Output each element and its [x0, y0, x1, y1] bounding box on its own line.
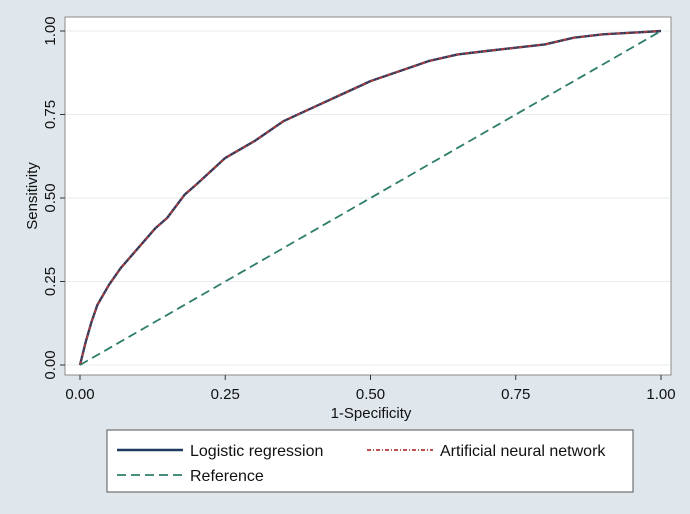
legend-label-logistic-regression: Logistic regression [190, 443, 323, 460]
series-lines [78, 29, 662, 366]
x-tick-label: 0.00 [65, 386, 94, 403]
legend-label-reference: Reference [190, 468, 264, 485]
axes: 0.00 0.25 0.50 0.75 1.00 0.00 0.25 0.50 0.75 1.00 [42, 16, 676, 403]
x-axis-title: 1-Specificity [331, 405, 412, 422]
y-tick-label: 0.25 [42, 267, 59, 296]
x-tick-label: 0.50 [356, 386, 385, 403]
x-tick-label: 0.75 [501, 386, 530, 403]
legend-box [106, 429, 634, 493]
x-tick-label: 0.25 [211, 386, 240, 403]
y-tick-label: 0.00 [42, 350, 59, 379]
y-tick-label: 1.00 [42, 16, 59, 45]
grid-lines [66, 30, 670, 366]
y-tick-label: 0.75 [42, 100, 59, 129]
y-axis-title: Sensitivity [24, 162, 41, 230]
x-tick-label: 1.00 [646, 386, 675, 403]
legend: Logistic regression Artificial neural ne… [106, 429, 634, 493]
legend-label-artificial-neural-network: Artificial neural network [440, 443, 606, 460]
series-line-artificial-neural-network [79, 30, 662, 366]
y-tick-label: 0.50 [42, 183, 59, 212]
